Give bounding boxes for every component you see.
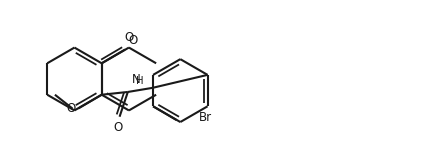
Text: O: O [113, 121, 122, 134]
Text: O: O [66, 102, 75, 115]
Text: N: N [132, 73, 141, 86]
Text: H: H [137, 76, 144, 86]
Text: Br: Br [199, 111, 212, 124]
Text: O: O [128, 34, 137, 47]
Text: O: O [124, 31, 134, 44]
